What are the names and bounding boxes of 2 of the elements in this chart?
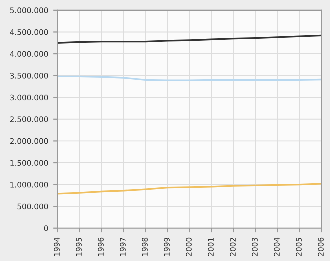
line-series bbox=[58, 183, 322, 195]
line-series bbox=[58, 34, 322, 44]
